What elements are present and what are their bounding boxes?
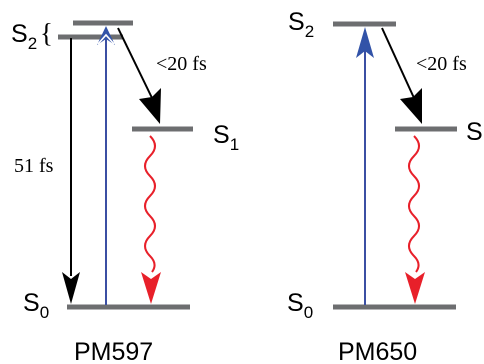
pm650-s1-label: S (466, 118, 483, 146)
pm650-s2-label: S2 (288, 8, 314, 41)
pm597-relaxation-arrowhead (62, 272, 80, 304)
pm650-fluorescence-wave (408, 135, 420, 273)
pm597-fluorescence-arrowhead (141, 272, 161, 304)
pm650-title: PM650 (338, 338, 417, 364)
pm597-relaxation-time: 51 fs (14, 155, 54, 177)
pm650-absorption-arrowhead (356, 27, 374, 58)
pm597-conversion-arrowhead (139, 88, 161, 124)
panel-pm597: S2 { <20 fs S1 51 fs S0 PM597 (11, 18, 239, 364)
pm597-absorption-chevron (97, 33, 115, 45)
pm597-s0-label: S0 (23, 289, 49, 322)
pm597-s2-label: S2 (11, 20, 37, 53)
pm650-conversion-arrow (381, 27, 415, 99)
panel-pm650: S2 <20 fs S S0 PM650 (287, 8, 483, 364)
pm597-conversion-arrow (117, 27, 154, 101)
pm597-fluorescence-wave (144, 135, 156, 273)
pm597-s1-label: S1 (213, 121, 239, 154)
pm597-title: PM597 (74, 338, 153, 364)
pm597-conversion-time: <20 fs (156, 53, 207, 75)
pm650-fluorescence-arrowhead (405, 272, 425, 304)
pm650-conversion-time: <20 fs (416, 53, 467, 75)
pm597-s2-brace: { (40, 18, 53, 48)
pm650-s0-label: S0 (287, 289, 313, 322)
pm650-conversion-arrowhead (400, 88, 422, 124)
